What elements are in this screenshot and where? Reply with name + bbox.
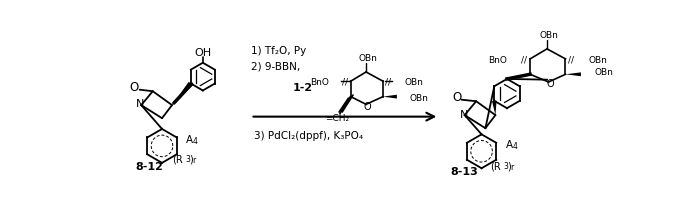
Text: //: //	[342, 78, 348, 86]
Text: (R: (R	[172, 155, 183, 165]
Text: N: N	[137, 99, 145, 109]
Text: O: O	[129, 81, 138, 94]
Text: OBn: OBn	[404, 78, 424, 87]
Text: O: O	[364, 102, 372, 112]
Text: 3: 3	[503, 162, 508, 171]
Text: O: O	[546, 79, 554, 89]
Text: 1-2: 1-2	[293, 83, 313, 93]
Text: 1) Tf₂O, Py: 1) Tf₂O, Py	[250, 46, 306, 56]
Text: r: r	[511, 163, 514, 172]
Text: BnO: BnO	[310, 78, 329, 87]
Polygon shape	[172, 82, 193, 105]
Text: //: //	[385, 78, 392, 86]
Text: =CH₂: =CH₂	[325, 114, 349, 123]
Text: OBn: OBn	[410, 94, 429, 103]
Text: r: r	[193, 156, 196, 165]
Polygon shape	[565, 72, 581, 76]
Text: A: A	[506, 140, 513, 150]
Text: O: O	[452, 91, 461, 104]
Text: 3) PdCl₂(dppf), K₃PO₄: 3) PdCl₂(dppf), K₃PO₄	[254, 131, 364, 141]
Text: BnO: BnO	[488, 56, 507, 65]
Polygon shape	[492, 101, 496, 115]
Text: ): )	[507, 162, 511, 172]
Text: A: A	[186, 135, 193, 145]
Text: 4: 4	[192, 137, 197, 146]
Text: 4: 4	[512, 142, 517, 151]
Text: //: //	[568, 55, 574, 64]
Text: 8-13: 8-13	[451, 167, 479, 177]
Text: OBn: OBn	[540, 31, 559, 40]
Text: 2) 9-BBN,: 2) 9-BBN,	[250, 62, 300, 72]
Text: OBn: OBn	[595, 68, 613, 77]
Text: (R: (R	[490, 162, 501, 172]
Text: OH: OH	[194, 48, 211, 59]
Text: OBn: OBn	[588, 56, 608, 65]
Text: //: //	[521, 55, 527, 64]
Text: 3: 3	[185, 155, 190, 164]
Text: N: N	[459, 110, 468, 120]
Text: 8-12: 8-12	[135, 162, 163, 172]
Text: ): )	[190, 155, 193, 165]
Text: OBn: OBn	[359, 54, 378, 63]
Polygon shape	[383, 95, 397, 99]
